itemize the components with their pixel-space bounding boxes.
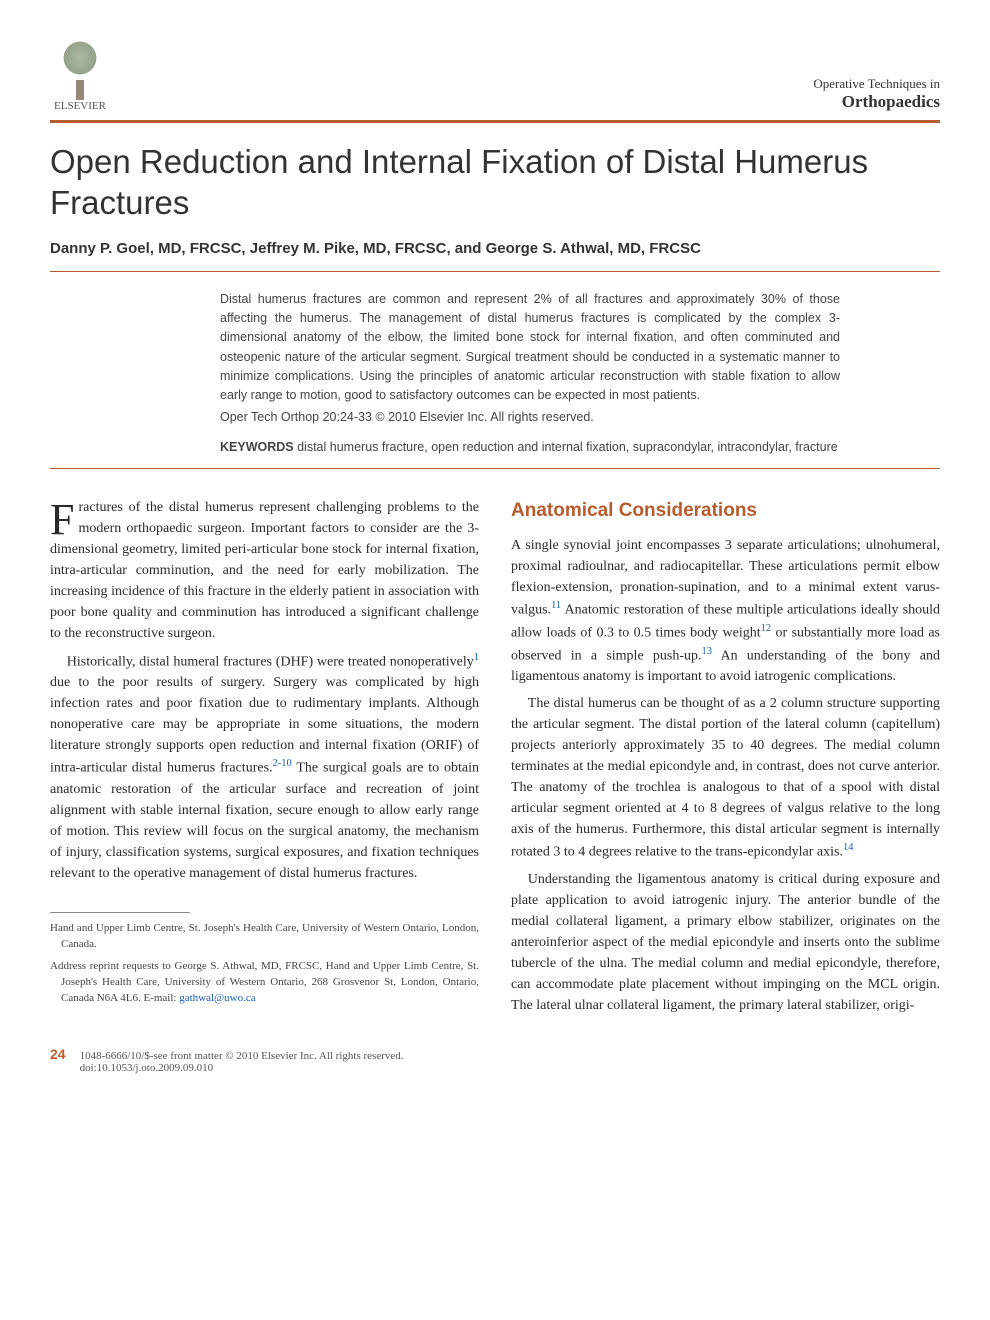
page-header: ELSEVIER Operative Techniques in Orthopa… xyxy=(50,40,940,112)
ref-12[interactable]: 12 xyxy=(761,623,772,634)
intro-p1: Fractures of the distal humerus represen… xyxy=(50,497,479,644)
body-columns: Fractures of the distal humerus represen… xyxy=(50,497,940,1022)
divider-under-abstract xyxy=(50,468,940,469)
ref-11[interactable]: 11 xyxy=(551,600,561,611)
authors: Danny P. Goel, MD, FRCSC, Jeffrey M. Pik… xyxy=(50,240,940,257)
affiliation-divider xyxy=(50,912,190,913)
ref-13[interactable]: 13 xyxy=(702,646,713,657)
elsevier-tree-icon xyxy=(50,40,110,100)
reprint-email[interactable]: gathwal@uwo.ca xyxy=(179,992,255,1004)
footer-meta: 1048-6666/10/$-see front matter © 2010 E… xyxy=(80,1050,404,1074)
p2c: The surgical goals are to obtain anatomi… xyxy=(50,761,479,881)
article-title: Open Reduction and Internal Fixation of … xyxy=(50,141,940,224)
journal-main: Orthopaedics xyxy=(813,92,940,112)
ref-2-10[interactable]: 2-10 xyxy=(273,758,292,769)
anat-p3: Understanding the ligamentous anatomy is… xyxy=(511,869,940,1016)
intro-p1-text: ractures of the distal humerus represent… xyxy=(50,500,479,641)
journal-top-line: Operative Techniques in xyxy=(813,76,940,92)
doi: doi:10.1053/j.oto.2009.09.010 xyxy=(80,1062,214,1074)
affil-institution: Hand and Upper Limb Centre, St. Joseph's… xyxy=(50,921,479,953)
abstract-block: Distal humerus fractures are common and … xyxy=(220,290,840,454)
anat-p2: The distal humerus can be thought of as … xyxy=(511,693,940,863)
ref-14[interactable]: 14 xyxy=(843,842,854,853)
anat-p1: A single synovial joint encompasses 3 se… xyxy=(511,535,940,687)
reprint-text: Address reprint requests to George S. At… xyxy=(50,960,479,1004)
divider-top xyxy=(50,120,940,123)
publisher-name: ELSEVIER xyxy=(54,100,106,112)
section-heading-anatomical: Anatomical Considerations xyxy=(511,497,940,526)
affiliations: Hand and Upper Limb Centre, St. Joseph's… xyxy=(50,921,479,1007)
abstract-text: Distal humerus fractures are common and … xyxy=(220,290,840,406)
copyright: 1048-6666/10/$-see front matter © 2010 E… xyxy=(80,1050,404,1062)
p2a: Historically, distal humeral fractures (… xyxy=(67,654,474,669)
keywords: KEYWORDS distal humerus fracture, open r… xyxy=(220,440,840,454)
anat-p2a: The distal humerus can be thought of as … xyxy=(511,696,940,860)
journal-name: Operative Techniques in Orthopaedics xyxy=(813,76,940,112)
left-column: Fractures of the distal humerus represen… xyxy=(50,497,479,1022)
keywords-text: distal humerus fracture, open reduction … xyxy=(297,440,838,454)
right-column: Anatomical Considerations A single synov… xyxy=(511,497,940,1022)
affil-reprint: Address reprint requests to George S. At… xyxy=(50,959,479,1007)
citation: Oper Tech Orthop 20:24-33 © 2010 Elsevie… xyxy=(220,410,840,424)
publisher-logo: ELSEVIER xyxy=(50,40,110,112)
intro-p2: Historically, distal humeral fractures (… xyxy=(50,650,479,884)
divider-under-authors xyxy=(50,271,940,272)
ref-1[interactable]: 1 xyxy=(474,652,479,663)
dropcap: F xyxy=(50,497,78,538)
page-footer: 24 1048-6666/10/$-see front matter © 201… xyxy=(50,1046,940,1074)
keywords-label: KEYWORDS xyxy=(220,440,294,454)
page-number: 24 xyxy=(50,1046,66,1062)
